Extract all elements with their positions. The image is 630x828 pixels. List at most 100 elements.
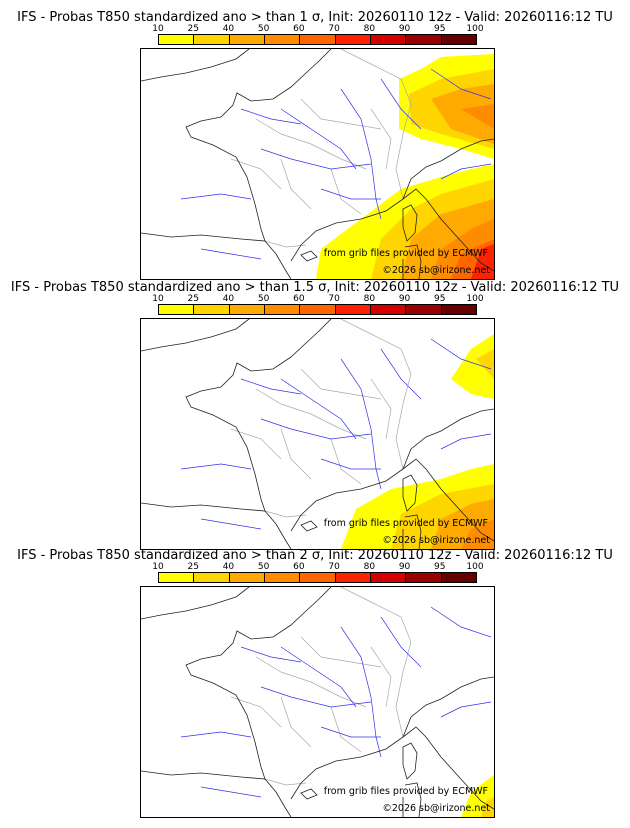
probability-area bbox=[461, 519, 494, 549]
colorbar-tick: 40 bbox=[222, 562, 235, 572]
border-line bbox=[280, 158, 312, 210]
colorbar-swatch bbox=[441, 305, 476, 314]
river-line bbox=[260, 148, 372, 170]
river-line bbox=[380, 616, 422, 668]
border-line bbox=[370, 646, 392, 708]
colorbar-ticks: 10 25 40 50 60 70 80 90 95 100 bbox=[152, 562, 483, 572]
coastline bbox=[402, 676, 494, 738]
colorbar-swatch bbox=[194, 305, 230, 314]
colorbar-tick: 100 bbox=[466, 562, 484, 572]
forecast-panel-1: IFS - Probas T850 standardized ano > tha… bbox=[0, 0, 630, 280]
border-line bbox=[255, 388, 367, 440]
colorbar-swatch bbox=[406, 573, 442, 582]
border-line bbox=[300, 636, 382, 668]
border-line bbox=[264, 240, 307, 248]
river-line bbox=[180, 731, 252, 738]
colorbar-tick: 90 bbox=[398, 562, 411, 572]
colorbar-swatch bbox=[441, 35, 476, 44]
border-line bbox=[230, 158, 282, 190]
colorbar-tick: 25 bbox=[187, 562, 199, 572]
coastline bbox=[141, 49, 332, 242]
river-line bbox=[260, 418, 372, 440]
coastline bbox=[402, 408, 494, 470]
colorbar-tick: 10 bbox=[152, 294, 164, 304]
map-svg bbox=[141, 49, 494, 279]
colorbar bbox=[158, 572, 477, 583]
panel-title: IFS - Probas T850 standardized ano > tha… bbox=[17, 10, 613, 25]
colorbar-swatch bbox=[159, 305, 195, 314]
colorbar-tick: 10 bbox=[152, 24, 164, 34]
colorbar-tick: 25 bbox=[187, 294, 199, 304]
map-svg bbox=[141, 319, 494, 549]
river-line bbox=[280, 378, 357, 440]
colorbar-tick: 80 bbox=[363, 562, 376, 572]
colorbar-swatch bbox=[159, 573, 195, 582]
river-line bbox=[340, 358, 382, 490]
coastline bbox=[402, 474, 418, 512]
border-line bbox=[340, 49, 412, 200]
river-line bbox=[320, 458, 381, 470]
coastline bbox=[300, 250, 318, 262]
colorbar-tick: 70 bbox=[328, 24, 340, 34]
colorbar-tick: 100 bbox=[466, 24, 484, 34]
source-credit: from grib files provided by ECMWF bbox=[323, 248, 488, 259]
probability-area bbox=[451, 334, 494, 399]
colorbar-swatch bbox=[335, 35, 371, 44]
probability-area bbox=[476, 349, 494, 379]
colorbar-swatch bbox=[406, 305, 442, 314]
border-line bbox=[300, 98, 382, 130]
colorbar-swatch bbox=[194, 573, 230, 582]
colorbar-swatch bbox=[229, 305, 265, 314]
colorbar-ticks: 10 25 40 50 60 70 80 90 95 100 bbox=[152, 24, 483, 34]
copyright-credit: ©2026 sb@irizone.net bbox=[382, 803, 490, 814]
coastline bbox=[141, 587, 250, 620]
probability-map: from grib files provided by ECMWF ©2026 … bbox=[140, 48, 495, 280]
colorbar-swatch bbox=[335, 305, 371, 314]
river-line bbox=[440, 433, 492, 450]
river-line bbox=[260, 686, 372, 708]
border-line bbox=[340, 587, 412, 738]
colorbar-swatch bbox=[229, 573, 265, 582]
coastline bbox=[141, 587, 332, 780]
border-line bbox=[230, 696, 282, 728]
coastline bbox=[402, 514, 422, 549]
river-line bbox=[240, 378, 302, 395]
colorbar-swatch bbox=[264, 305, 301, 314]
river-line bbox=[440, 163, 492, 180]
coastline bbox=[141, 319, 332, 512]
river-line bbox=[440, 701, 492, 718]
forecast-panel-3: IFS - Probas T850 standardized ano > tha… bbox=[0, 538, 630, 818]
coastline bbox=[402, 742, 418, 780]
colorbar-tick: 80 bbox=[363, 294, 376, 304]
coastline bbox=[300, 788, 318, 800]
colorbar-swatch bbox=[335, 573, 371, 582]
coastline bbox=[402, 782, 422, 817]
river-line bbox=[180, 193, 252, 200]
colorbar-tick: 90 bbox=[398, 294, 411, 304]
border-line bbox=[264, 778, 307, 786]
colorbar-tick: 40 bbox=[222, 294, 235, 304]
river-line bbox=[280, 108, 357, 170]
border-line bbox=[300, 368, 382, 400]
colorbar-tick: 70 bbox=[328, 294, 340, 304]
river-line bbox=[200, 786, 262, 798]
colorbar-tick: 80 bbox=[363, 24, 376, 34]
colorbar-swatch bbox=[194, 35, 230, 44]
coastline bbox=[141, 319, 250, 352]
border-line bbox=[280, 428, 312, 480]
river-line bbox=[200, 248, 262, 260]
map-svg bbox=[141, 587, 494, 817]
colorbar-swatch bbox=[370, 35, 407, 44]
colorbar bbox=[158, 304, 477, 315]
colorbar-tick: 95 bbox=[434, 294, 446, 304]
probability-area bbox=[481, 797, 494, 817]
river-line bbox=[380, 78, 422, 130]
panel-title: IFS - Probas T850 standardized ano > tha… bbox=[17, 548, 613, 563]
source-credit: from grib files provided by ECMWF bbox=[323, 786, 488, 797]
probability-area bbox=[431, 84, 494, 144]
border-line bbox=[340, 319, 412, 470]
colorbar-swatch bbox=[300, 35, 336, 44]
river-line bbox=[430, 606, 492, 638]
river-line bbox=[200, 518, 262, 530]
forecast-panel-2: IFS - Probas T850 standardized ano > tha… bbox=[0, 270, 630, 550]
